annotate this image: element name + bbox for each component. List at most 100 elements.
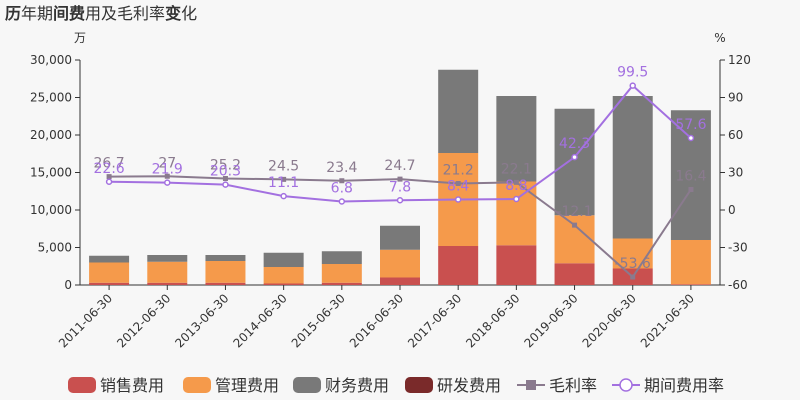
legend-marker-5 bbox=[526, 380, 536, 390]
bar-1-2016-06-30 bbox=[380, 277, 420, 285]
chart-title-part-4: 变 bbox=[165, 4, 181, 23]
x-tick-label: 2019-06-30 bbox=[521, 291, 580, 350]
series-2-data-label: 7.8 bbox=[389, 179, 411, 195]
x-tick-label: 2021-06-30 bbox=[638, 291, 697, 350]
legend-label-4: 研发费用 bbox=[437, 376, 501, 395]
series-2-data-label: 21.9 bbox=[152, 162, 183, 178]
legend-label-3: 财务费用 bbox=[325, 376, 389, 395]
series-2-data-label: 42.3 bbox=[559, 136, 590, 152]
series-2-point bbox=[687, 134, 695, 142]
legend-swatch-1 bbox=[68, 377, 96, 393]
x-tick-label: 2012-06-30 bbox=[114, 291, 173, 350]
chart-title-part-3: 用及毛利率 bbox=[85, 4, 165, 23]
legend-swatch-2 bbox=[183, 377, 211, 393]
y-axis-right-unit: % bbox=[714, 31, 725, 45]
series-1-point bbox=[630, 274, 636, 280]
y-right-tick-label: 90 bbox=[728, 91, 743, 105]
bar-1-2014-06-30 bbox=[263, 283, 304, 285]
series-1-point bbox=[397, 176, 403, 182]
x-tick-label: 2020-06-30 bbox=[580, 291, 639, 350]
legend-label-2: 管理费用 bbox=[215, 376, 279, 395]
series-1-point bbox=[688, 187, 694, 192]
bar-3-2016-06-30 bbox=[380, 225, 420, 250]
chart-title-part-0: 历 bbox=[5, 4, 21, 23]
series-1-data-label: 25.2 bbox=[210, 158, 241, 174]
legend-swatch-3 bbox=[293, 377, 321, 393]
x-tick-label: 2018-06-30 bbox=[463, 291, 522, 350]
bar-2-2021-06-30 bbox=[670, 240, 711, 285]
series-2-data-label: 6.8 bbox=[331, 181, 353, 197]
series-2-data-label: 8.8 bbox=[505, 178, 527, 194]
series-2-point bbox=[571, 153, 578, 161]
bar-1-2019-06-30 bbox=[554, 263, 595, 285]
legend-label-6: 期间费用率 bbox=[644, 376, 724, 395]
y-left-tick-label: 25,000 bbox=[30, 91, 72, 105]
series-2-point bbox=[105, 178, 113, 185]
legend-label-5: 毛利率 bbox=[549, 376, 597, 395]
series-1-data-label: 24.7 bbox=[384, 158, 415, 174]
y-left-tick-label: 0 bbox=[64, 278, 72, 292]
series-2-point bbox=[454, 196, 462, 203]
series-1-data-label: 22.1 bbox=[501, 161, 532, 177]
series-2-point bbox=[222, 181, 229, 188]
bar-2-2015-06-30 bbox=[321, 264, 362, 283]
legend-marker-6 bbox=[619, 378, 633, 392]
series-1-point bbox=[572, 222, 578, 228]
bar-3-2018-06-30 bbox=[496, 96, 537, 182]
series-1-data-label: -12.1 bbox=[556, 204, 592, 220]
bar-2-2016-06-30 bbox=[380, 249, 420, 278]
y-right-tick-label: 30 bbox=[728, 166, 743, 180]
series-1-data-label: 24.5 bbox=[268, 158, 299, 174]
y-axis-left-unit: 万 bbox=[74, 31, 86, 45]
series-1-data-label: 16.4 bbox=[675, 169, 706, 185]
series-1-data-label: 26.7 bbox=[94, 156, 125, 172]
y-right-tick-label: -60 bbox=[728, 278, 748, 292]
series-2-data-label: 99.5 bbox=[617, 65, 648, 81]
series-1-data-label: -53.6 bbox=[615, 256, 651, 272]
bar-3-2020-06-30 bbox=[612, 96, 653, 239]
series-2-data-label: 8.4 bbox=[447, 179, 469, 195]
series-2-point bbox=[396, 197, 404, 204]
bar-3-2019-06-30 bbox=[554, 108, 595, 216]
series-1-point bbox=[339, 178, 345, 184]
chart-title-part-5: 化 bbox=[181, 4, 197, 23]
bar-1-2012-06-30 bbox=[147, 282, 188, 285]
x-tick-label: 2017-06-30 bbox=[405, 291, 464, 350]
chart-title-part-1: 年期 bbox=[21, 4, 53, 23]
bar-1-2018-06-30 bbox=[496, 245, 537, 285]
bar-3-2013-06-30 bbox=[205, 255, 246, 261]
x-tick-label: 2011-06-30 bbox=[56, 291, 115, 350]
y-left-tick-label: 5,000 bbox=[38, 241, 72, 255]
bar-2-2019-06-30 bbox=[554, 215, 595, 264]
legend-label-1: 销售费用 bbox=[100, 376, 164, 395]
y-left-tick-label: 20,000 bbox=[30, 128, 72, 142]
x-tick-label: 2015-06-30 bbox=[289, 291, 348, 350]
y-left-tick-label: 10,000 bbox=[30, 203, 72, 217]
series-1-data-label: 23.4 bbox=[326, 160, 357, 176]
series-1-point bbox=[455, 181, 461, 186]
bar-3-2012-06-30 bbox=[147, 255, 188, 262]
series-1-point bbox=[513, 179, 519, 185]
bar-2-2014-06-30 bbox=[263, 267, 304, 284]
series-2-data-label: 20.3 bbox=[210, 164, 241, 180]
series-1-point bbox=[281, 176, 287, 182]
series-2-point bbox=[338, 198, 346, 205]
series-1-data-label: 21.2 bbox=[443, 163, 474, 179]
bar-2-2011-06-30 bbox=[89, 262, 130, 283]
chart-title: 历年期间费用及毛利率变化 bbox=[5, 4, 197, 23]
y-right-tick-label: -30 bbox=[728, 241, 748, 255]
series-2-point bbox=[513, 195, 520, 203]
bar-3-2011-06-30 bbox=[89, 255, 130, 263]
y-right-tick-label: 60 bbox=[728, 128, 743, 142]
bar-2-2013-06-30 bbox=[205, 261, 246, 283]
series-2-point bbox=[280, 192, 287, 200]
y-right-tick-label: 120 bbox=[728, 53, 751, 67]
series-1-point bbox=[222, 176, 228, 181]
y-right-tick-label: 0 bbox=[728, 203, 736, 217]
x-tick-label: 2013-06-30 bbox=[172, 291, 231, 350]
bar-1-2013-06-30 bbox=[205, 282, 246, 285]
bar-3-2021-06-30 bbox=[670, 110, 711, 240]
x-tick-label: 2016-06-30 bbox=[347, 291, 406, 350]
series-2-data-label: 11.1 bbox=[268, 175, 299, 191]
